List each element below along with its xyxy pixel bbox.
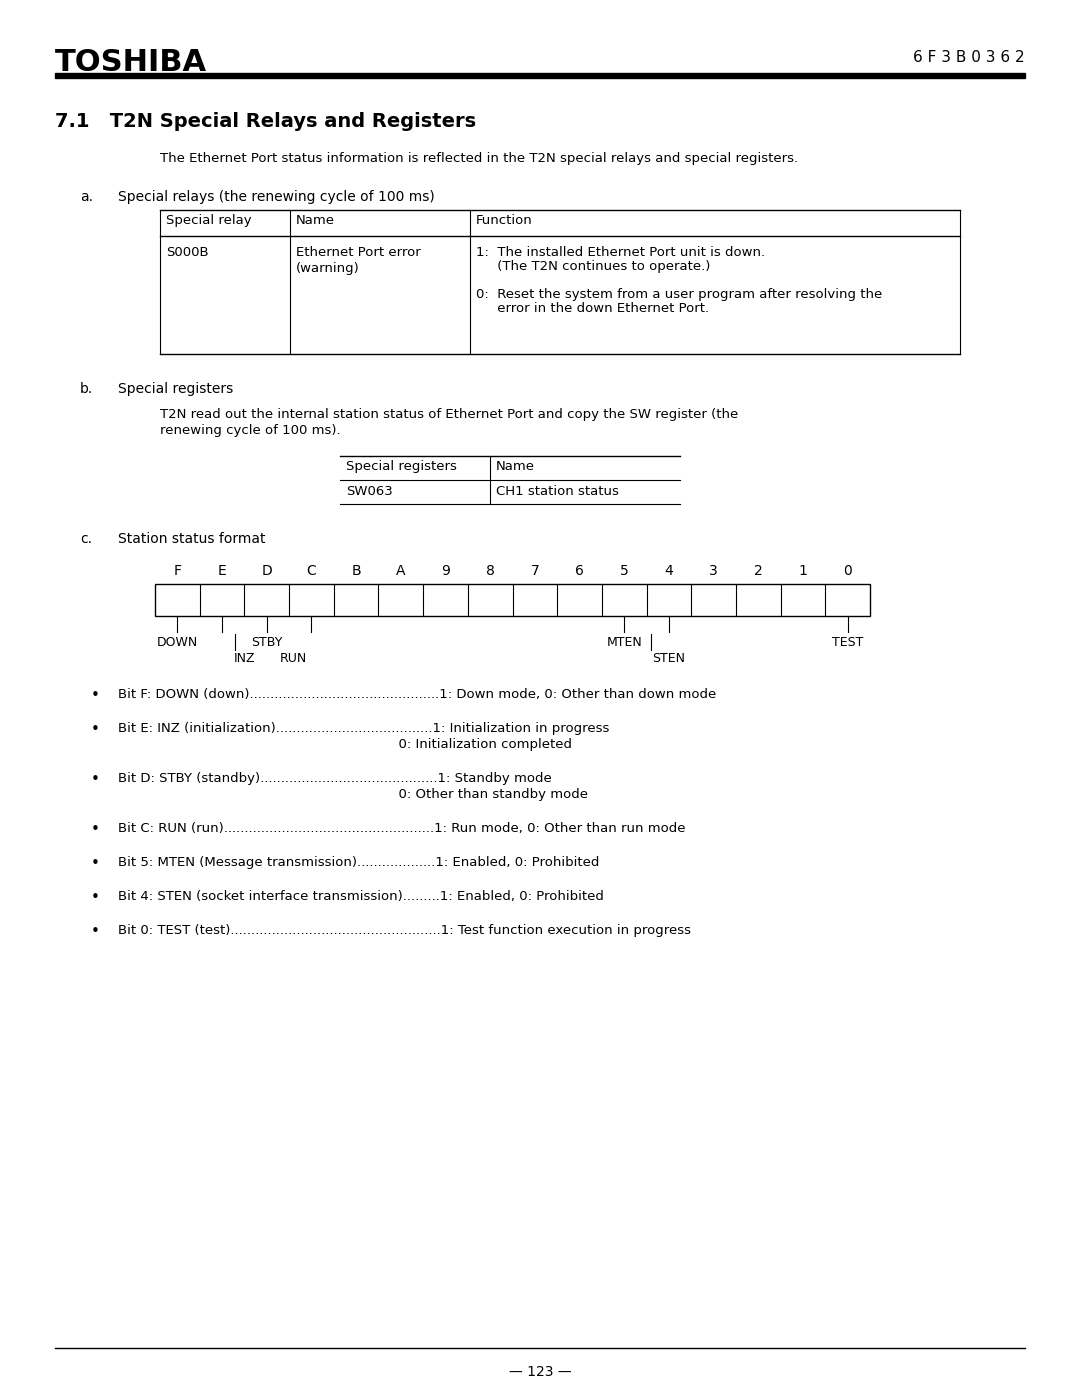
Text: Bit E: INZ (initialization)......................................1: Initializati: Bit E: INZ (initialization).............…	[118, 722, 609, 735]
Text: 8: 8	[486, 564, 495, 578]
Text: 4: 4	[664, 564, 673, 578]
Text: INZ: INZ	[233, 652, 255, 665]
Text: D: D	[261, 564, 272, 578]
Text: 7.1   T2N Special Relays and Registers: 7.1 T2N Special Relays and Registers	[55, 112, 476, 131]
Text: 0: 0	[843, 564, 852, 578]
Text: 0:  Reset the system from a user program after resolving the: 0: Reset the system from a user program …	[476, 288, 882, 300]
Text: Bit F: DOWN (down)..............................................1: Down mode, 0:: Bit F: DOWN (down)......................…	[118, 687, 716, 701]
Text: •: •	[91, 923, 99, 939]
Text: Special relays (the renewing cycle of 100 ms): Special relays (the renewing cycle of 10…	[118, 190, 435, 204]
Text: F: F	[174, 564, 181, 578]
Text: Special relay: Special relay	[166, 214, 252, 226]
Text: 7: 7	[530, 564, 539, 578]
Text: TEST: TEST	[832, 636, 863, 650]
Text: •: •	[91, 687, 99, 703]
Text: MTEN: MTEN	[606, 636, 643, 650]
Text: 9: 9	[441, 564, 450, 578]
Text: renewing cycle of 100 ms).: renewing cycle of 100 ms).	[160, 425, 340, 437]
Text: CH1 station status: CH1 station status	[496, 485, 619, 497]
Text: •: •	[91, 821, 99, 837]
Text: error in the down Ethernet Port.: error in the down Ethernet Port.	[476, 302, 710, 314]
Text: Ethernet Port error: Ethernet Port error	[296, 246, 421, 258]
Text: RUN: RUN	[280, 652, 307, 665]
Text: 3: 3	[710, 564, 718, 578]
Text: STBY: STBY	[251, 636, 282, 650]
Text: •: •	[91, 890, 99, 905]
Text: 1: 1	[798, 564, 808, 578]
Text: Bit 5: MTEN (Message transmission)...................1: Enabled, 0: Prohibited: Bit 5: MTEN (Message transmission)......…	[118, 856, 599, 869]
Bar	[55, 73, 1025, 78]
Bar	[156, 584, 870, 616]
Text: •: •	[91, 773, 99, 787]
Text: Bit D: STBY (standby)...........................................1: Standby mode: Bit D: STBY (standby)...................…	[118, 773, 552, 785]
Text: Bit 4: STEN (socket interface transmission).........1: Enabled, 0: Prohibited: Bit 4: STEN (socket interface transmissi…	[118, 890, 604, 902]
Text: a.: a.	[80, 190, 93, 204]
Text: — 123 —: — 123 —	[509, 1365, 571, 1379]
Text: b.: b.	[80, 381, 93, 395]
Text: Function: Function	[476, 214, 532, 226]
Text: (warning): (warning)	[296, 263, 360, 275]
Text: Special registers: Special registers	[118, 381, 233, 395]
Text: 1:  The installed Ethernet Port unit is down.: 1: The installed Ethernet Port unit is d…	[476, 246, 765, 258]
Text: TOSHIBA: TOSHIBA	[55, 47, 207, 77]
Text: Bit 0: TEST (test)...................................................1: Test fun: Bit 0: TEST (test)......................…	[118, 923, 691, 937]
Text: Name: Name	[496, 460, 535, 474]
Text: S000B: S000B	[166, 246, 208, 258]
Text: The Ethernet Port status information is reflected in the T2N special relays and : The Ethernet Port status information is …	[160, 152, 798, 165]
Text: 0: Initialization completed: 0: Initialization completed	[118, 738, 572, 752]
Text: c.: c.	[80, 532, 92, 546]
Text: Special registers: Special registers	[346, 460, 457, 474]
Text: Bit C: RUN (run)...................................................1: Run mode, : Bit C: RUN (run)........................…	[118, 821, 686, 835]
Text: T2N read out the internal station status of Ethernet Port and copy the SW regist: T2N read out the internal station status…	[160, 408, 739, 420]
Text: 6 F 3 B 0 3 6 2: 6 F 3 B 0 3 6 2	[914, 50, 1025, 66]
Text: 2: 2	[754, 564, 762, 578]
Text: •: •	[91, 856, 99, 870]
Text: SW063: SW063	[346, 485, 393, 497]
Text: E: E	[218, 564, 227, 578]
Text: A: A	[396, 564, 405, 578]
Text: 0: Other than standby mode: 0: Other than standby mode	[118, 788, 588, 800]
Text: STEN: STEN	[652, 652, 686, 665]
Text: DOWN: DOWN	[157, 636, 198, 650]
Text: 5: 5	[620, 564, 629, 578]
Text: (The T2N continues to operate.): (The T2N continues to operate.)	[476, 260, 711, 272]
Text: Station status format: Station status format	[118, 532, 266, 546]
Text: B: B	[351, 564, 361, 578]
Text: C: C	[307, 564, 316, 578]
Text: •: •	[91, 722, 99, 738]
Text: Name: Name	[296, 214, 335, 226]
Text: 6: 6	[575, 564, 584, 578]
